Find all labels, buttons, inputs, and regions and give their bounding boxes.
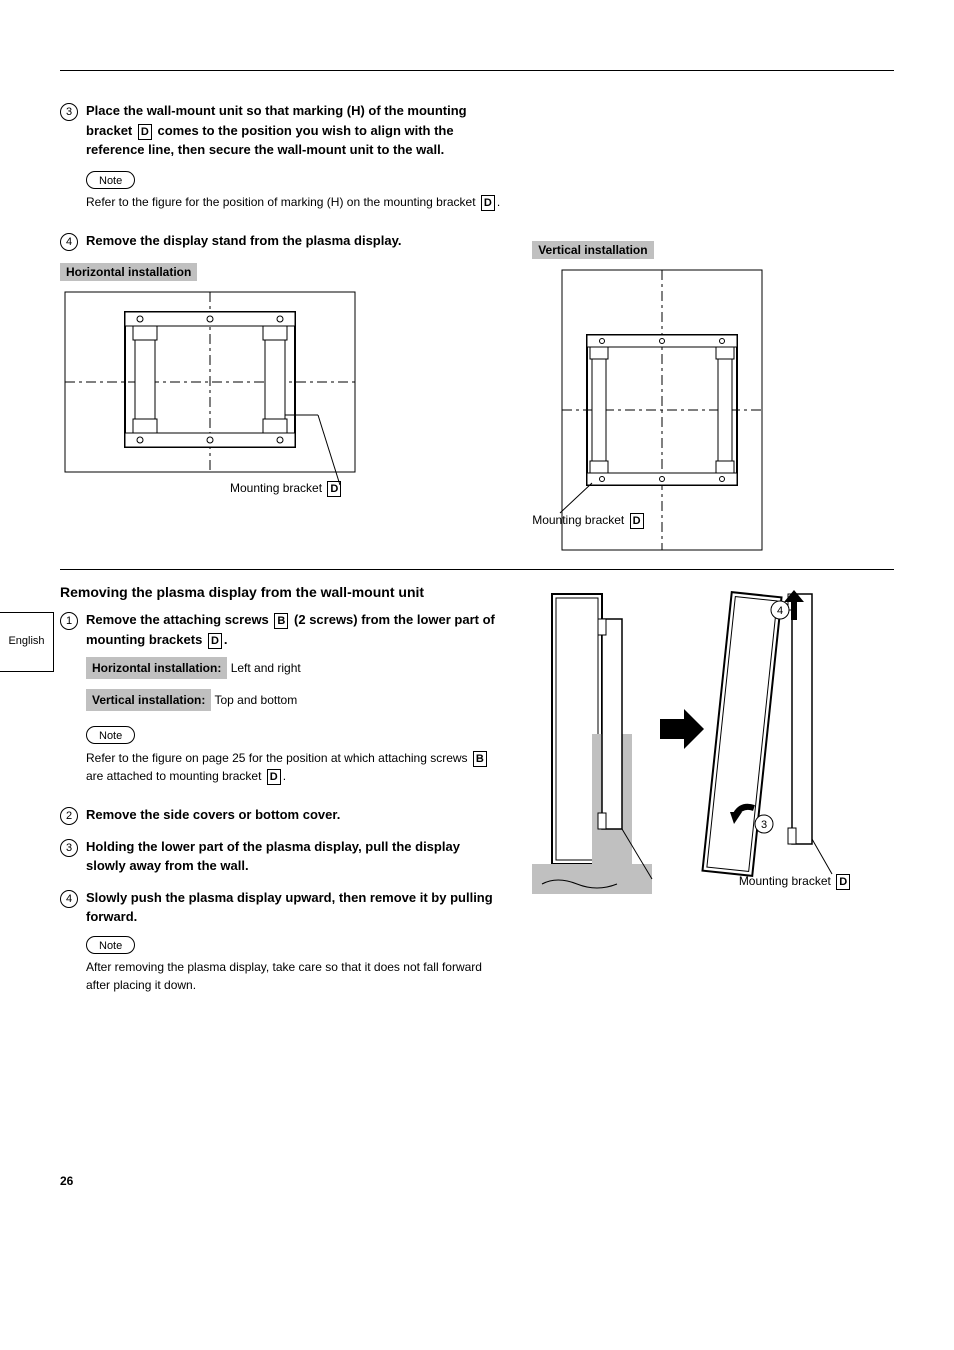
l-step-4: 4 Slowly push the plasma display upward,…	[60, 888, 502, 1003]
circled-3-icon: 3	[60, 103, 78, 121]
remove-figure: 4 3 Mounting bracket D	[532, 584, 852, 904]
top-rule	[60, 70, 894, 71]
v-sub-text: Top and bottom	[215, 693, 298, 707]
circled-2-icon: 2	[60, 807, 78, 825]
l-step4-text: Slowly push the plasma display upward, t…	[86, 890, 493, 925]
l-step4-note: After removing the plasma display, take …	[86, 958, 502, 994]
l-step3-text: Holding the lower part of the plasma dis…	[86, 837, 502, 876]
l-step1-text: Remove the attaching screws B (2 screws)…	[86, 612, 495, 647]
l-step-1: 1 Remove the attaching screws B (2 screw…	[60, 610, 502, 793]
h-sub-text: Left and right	[231, 661, 301, 675]
step-3: 3 Place the wall-mount unit so that mark…	[60, 101, 502, 219]
h-fig-caption: Mounting bracket D	[230, 481, 343, 497]
v-fig-caption: Mounting bracket D	[532, 513, 645, 529]
horizontal-figure: Mounting bracket D	[60, 287, 360, 497]
step3-note: Refer to the figure for the position of …	[86, 193, 502, 211]
circled-4b-icon: 4	[60, 890, 78, 908]
l-note-pill: Note	[86, 726, 135, 744]
page-number: 26	[60, 1174, 894, 1188]
circled-4-icon: 4	[60, 233, 78, 251]
remove-section-title: Removing the plasma display from the wal…	[60, 584, 502, 600]
step4-text: Remove the display stand from the plasma…	[86, 231, 502, 251]
svg-text:3: 3	[761, 819, 767, 831]
circled-1-icon: 1	[60, 612, 78, 630]
v-sub-label: Vertical installation:	[86, 689, 211, 711]
l-step1-note: Refer to the figure on page 25 for the p…	[86, 749, 502, 785]
horizontal-install-label: Horizontal installation	[60, 263, 502, 287]
step-4: 4 Remove the display stand from the plas…	[60, 231, 502, 251]
l-step-3: 3 Holding the lower part of the plasma d…	[60, 837, 502, 876]
h-sub-label: Horizontal installation:	[86, 657, 227, 679]
remove-fig-caption: Mounting bracket D	[739, 874, 852, 890]
step3-text: Place the wall-mount unit so that markin…	[86, 103, 467, 157]
language-tab: English	[0, 612, 54, 672]
vertical-install-label: Vertical installation	[532, 241, 894, 265]
l-step2-text: Remove the side covers or bottom cover.	[86, 805, 502, 825]
circled-3b-icon: 3	[60, 839, 78, 857]
mid-rule	[60, 569, 894, 570]
l-note2-pill: Note	[86, 936, 135, 954]
note-pill: Note	[86, 171, 135, 189]
svg-text:4: 4	[777, 605, 783, 617]
l-step-2: 2 Remove the side covers or bottom cover…	[60, 805, 502, 825]
vertical-figure: Mounting bracket D	[532, 265, 812, 555]
